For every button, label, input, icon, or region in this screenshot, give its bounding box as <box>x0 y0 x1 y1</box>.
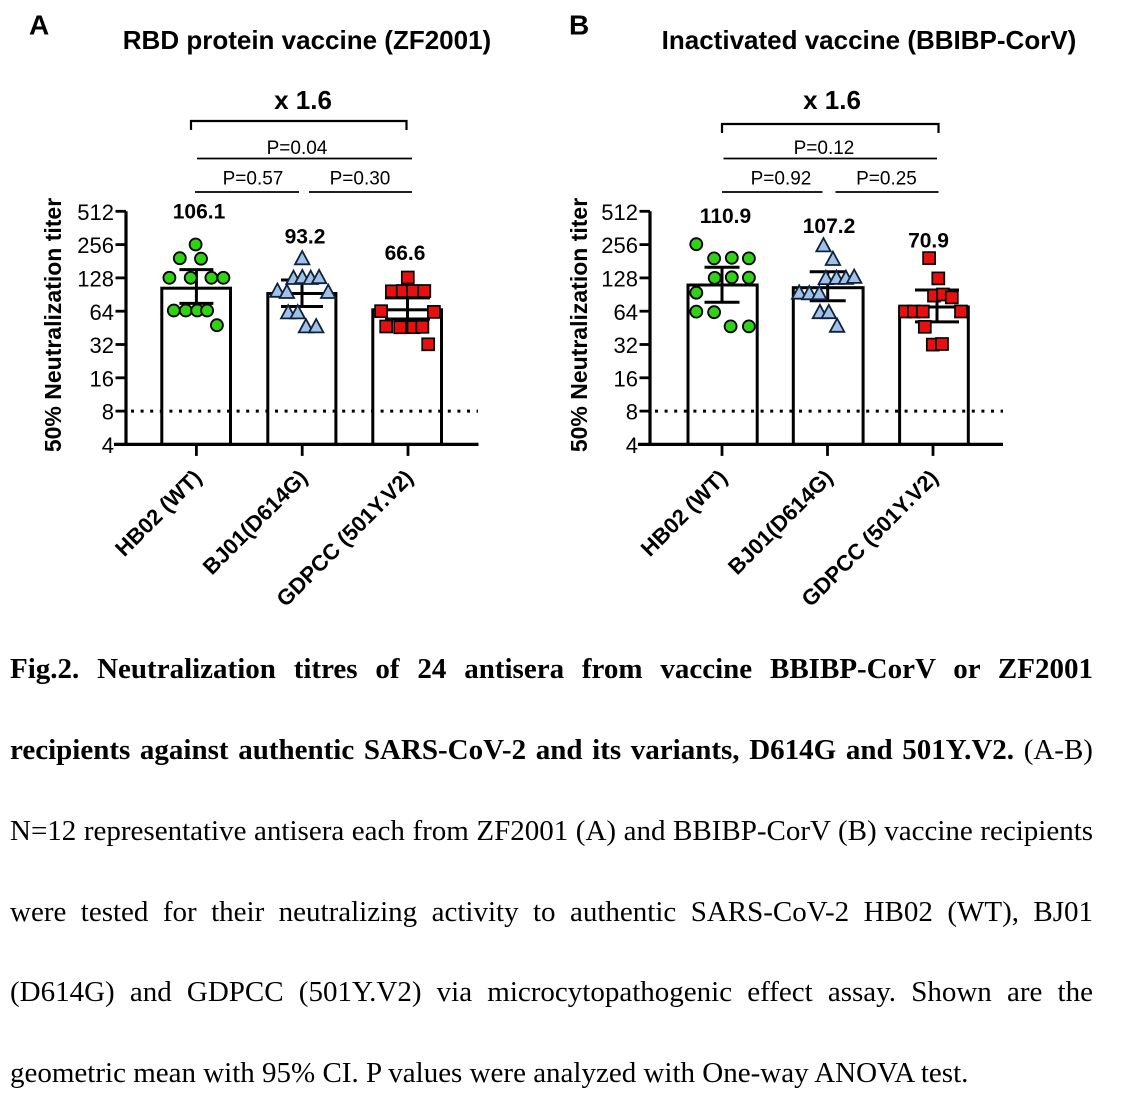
svg-text:50% Neutralization titer: 50% Neutralization titer <box>566 198 592 452</box>
svg-text:512: 512 <box>77 200 114 225</box>
svg-text:BJ01(D614G): BJ01(D614G) <box>198 465 313 580</box>
svg-text:32: 32 <box>90 333 114 358</box>
svg-text:B: B <box>569 10 589 41</box>
svg-text:HB02 (WT): HB02 (WT) <box>636 465 732 561</box>
svg-text:16: 16 <box>614 366 638 391</box>
svg-text:50% Neutralization titer: 50% Neutralization titer <box>40 198 66 452</box>
svg-text:64: 64 <box>614 300 638 325</box>
svg-text:x 1.6: x 1.6 <box>274 85 332 115</box>
svg-text:P=0.04: P=0.04 <box>267 138 328 159</box>
svg-text:256: 256 <box>77 233 114 258</box>
svg-text:A: A <box>29 10 49 41</box>
svg-text:P=0.92: P=0.92 <box>751 169 812 190</box>
svg-text:107.2: 107.2 <box>803 215 856 238</box>
svg-text:P=0.12: P=0.12 <box>794 138 855 159</box>
svg-text:x 1.6: x 1.6 <box>803 85 861 115</box>
svg-text:HB02 (WT): HB02 (WT) <box>110 465 206 561</box>
svg-text:16: 16 <box>90 366 114 391</box>
svg-text:110.9: 110.9 <box>700 205 751 228</box>
svg-text:93.2: 93.2 <box>285 226 326 249</box>
svg-text:8: 8 <box>102 400 114 425</box>
svg-text:256: 256 <box>601 233 638 258</box>
svg-text:P=0.25: P=0.25 <box>856 169 917 190</box>
svg-text:32: 32 <box>614 333 638 358</box>
svg-text:P=0.57: P=0.57 <box>223 169 284 190</box>
svg-text:128: 128 <box>77 267 114 292</box>
svg-text:4: 4 <box>102 433 114 458</box>
svg-text:P=0.30: P=0.30 <box>330 169 391 190</box>
svg-text:Inactivated vaccine (BBIBP-Cor: Inactivated vaccine (BBIBP-CorV) <box>662 25 1077 55</box>
svg-text:512: 512 <box>601 200 638 225</box>
svg-text:RBD protein vaccine (ZF2001): RBD protein vaccine (ZF2001) <box>123 25 491 55</box>
svg-text:106.1: 106.1 <box>173 200 226 223</box>
svg-text:BJ01(D614G): BJ01(D614G) <box>723 465 838 580</box>
svg-text:128: 128 <box>601 267 638 292</box>
svg-text:70.9: 70.9 <box>908 230 949 253</box>
svg-text:8: 8 <box>626 400 638 425</box>
svg-text:64: 64 <box>90 300 114 325</box>
svg-text:66.6: 66.6 <box>385 242 426 265</box>
svg-text:4: 4 <box>626 433 638 458</box>
